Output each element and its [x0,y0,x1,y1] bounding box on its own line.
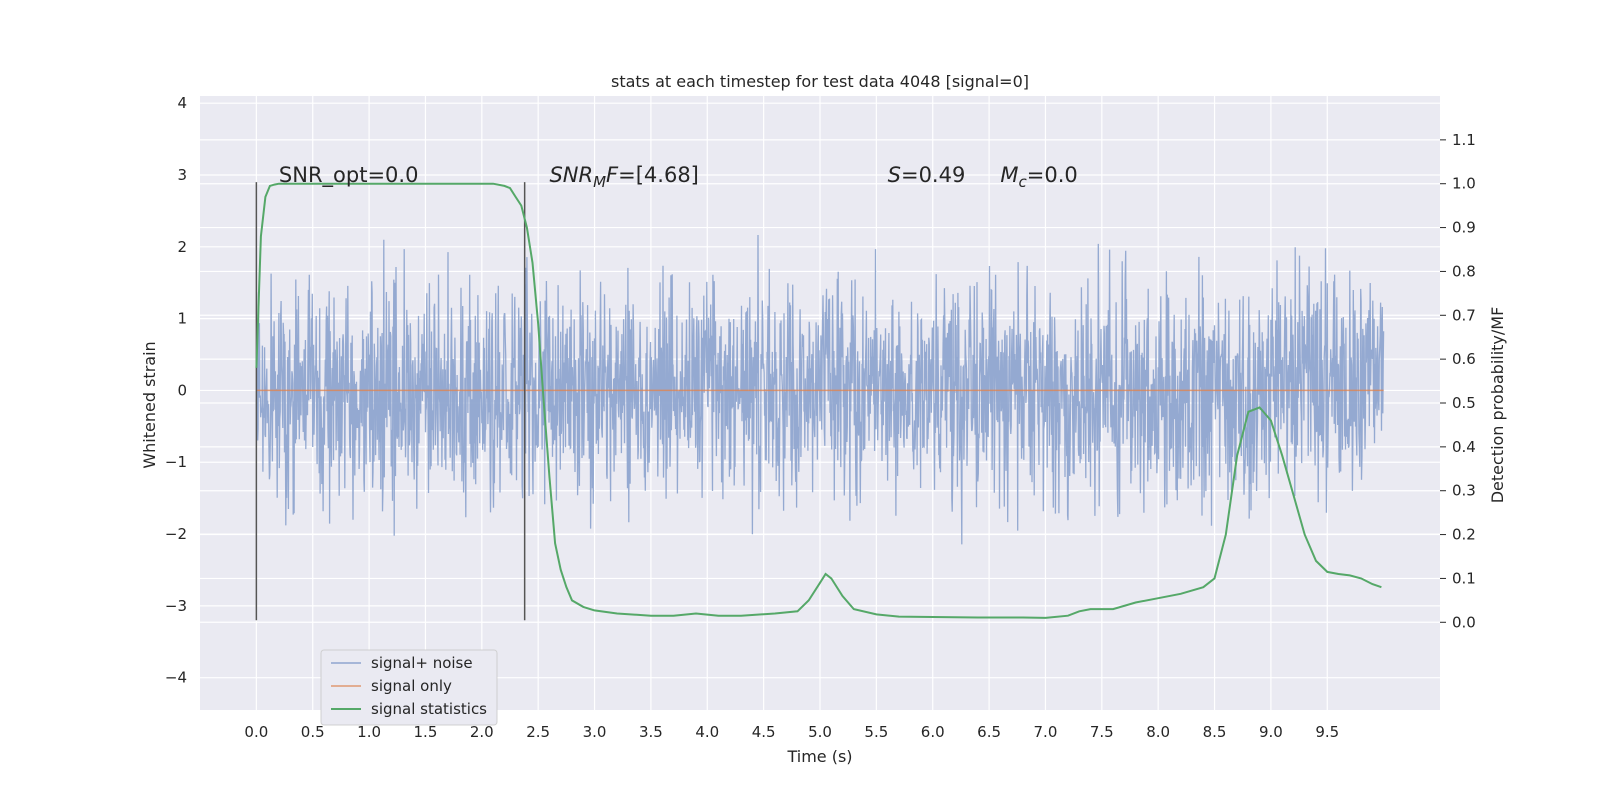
y2-tick-label: 0.2 [1452,526,1476,544]
legend-box [320,649,498,726]
x-tick-label: 4.5 [752,723,776,741]
y2-tick-label: 1.1 [1452,131,1476,149]
x-tick-label: 4.0 [695,723,719,741]
x-tick-label: 9.5 [1315,723,1339,741]
y-tick-label: 2 [177,238,187,256]
annotation-snr-mf: SNRMF=[4.68] [549,163,698,191]
y-tick-label: 3 [177,166,187,184]
x-tick-label: 5.0 [808,723,832,741]
x-tick-label: 5.5 [864,723,888,741]
x-tick-label: 9.0 [1259,723,1283,741]
y-axis-label: Whitened strain [140,341,159,468]
y-tick-label: 0 [177,381,187,399]
y2-tick-label: 0.7 [1452,306,1476,324]
y2-axis-ticks: 0.0 0.1 0.2 0.3 0.4 0.5 0.6 0.7 0.8 0.9 1.0 1.1 [1440,131,1476,631]
annotation-s-stat: S=0.49 [888,163,966,187]
y2-tick-label: 0.8 [1452,262,1476,280]
legend: signal+ noise signal only signal statist… [320,649,498,726]
y-axis-ticks: −4 −3 −2 −1 0 1 2 3 4 [165,94,187,687]
y-tick-label: 4 [177,94,187,112]
x-tick-label: 0.5 [301,723,325,741]
x-tick-label: 1.5 [414,723,438,741]
y2-tick-label: 0.3 [1452,482,1476,500]
y-tick-label: −1 [165,453,187,471]
y2-axis-label: Detection probability/MF [1488,307,1507,504]
x-tick-label: 7.5 [1090,723,1114,741]
legend-label-signal-statistics: signal statistics [371,700,487,718]
y2-tick-label: 0.1 [1452,569,1476,587]
series-signal-noise [255,234,1385,545]
y-tick-label: −2 [165,525,187,543]
series-line-signal-statistics [255,182,1382,619]
x-tick-label: 0.0 [244,723,268,741]
annotation-snr-opt: SNR_opt=0.0 [279,163,419,188]
x-tick-label: 2.5 [526,723,550,741]
x-tick-label: 6.0 [921,723,945,741]
y2-tick-label: 0.5 [1452,394,1476,412]
y-tick-label: −3 [165,597,187,615]
y-tick-label: −4 [165,669,187,687]
annotations: SNR_opt=0.0 SNRMF=[4.68] S=0.49 Mc=0.0 [279,163,1078,191]
chart-title: stats at each timestep for test data 404… [611,72,1029,91]
y2-tick-label: 1.0 [1452,175,1476,193]
y2-tick-label: 0.4 [1452,438,1476,456]
x-axis-label: Time (s) [786,747,852,766]
y2-tick-label: 0.6 [1452,350,1476,368]
x-tick-label: 1.0 [357,723,381,741]
x-axis-ticks: 0.0 0.5 1.0 1.5 2.0 2.5 3.0 3.5 4.0 4.5 5.0 5.5 6.0 6… [244,723,1339,741]
x-tick-label: 8.0 [1146,723,1170,741]
y2-tick-label: 0.0 [1452,613,1476,631]
y-tick-label: 1 [177,310,187,328]
marker-vlines [255,182,526,621]
x-tick-label: 3.0 [583,723,607,741]
legend-label-signal-noise: signal+ noise [371,654,473,672]
x-tick-label: 7.0 [1034,723,1058,741]
annotation-mc: Mc=0.0 [1000,163,1077,191]
x-tick-label: 6.5 [977,723,1001,741]
x-tick-label: 2.0 [470,723,494,741]
x-tick-label: 8.5 [1203,723,1227,741]
series-line-signal-noise [255,234,1385,545]
x-tick-label: 3.5 [639,723,663,741]
legend-label-signal-only: signal only [371,677,452,695]
y2-tick-label: 0.9 [1452,219,1476,237]
